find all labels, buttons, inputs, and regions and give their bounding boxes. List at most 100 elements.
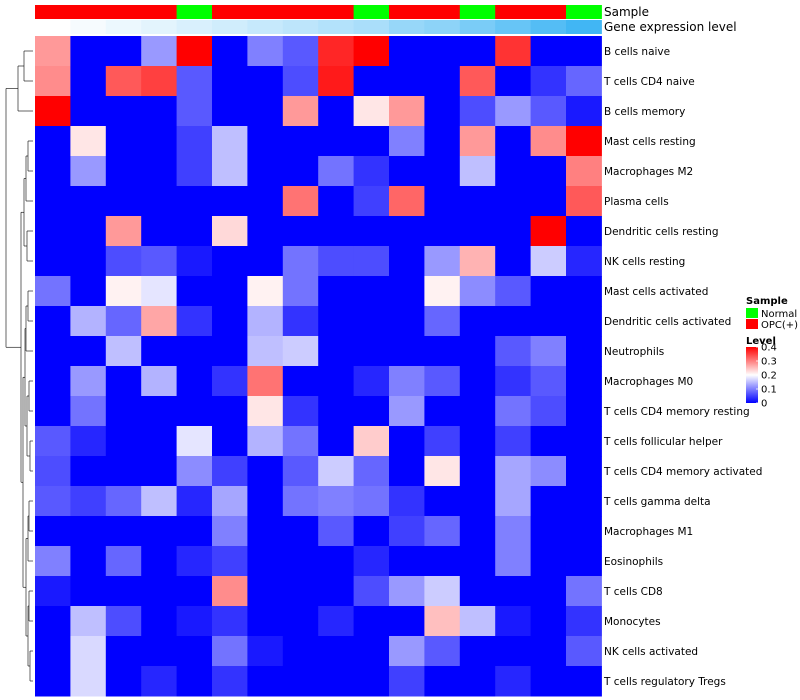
heatmap-cell: [70, 606, 107, 637]
sample-annotation-cell: [318, 5, 355, 19]
heatmap-cell: [459, 156, 496, 187]
heatmap-cell: [495, 306, 532, 337]
row-label: T cells CD8: [603, 586, 663, 598]
heatmap-cell: [105, 516, 142, 547]
heatmap-cell: [424, 306, 461, 337]
heatmap-cell: [530, 546, 567, 577]
heatmap-cell: [353, 306, 390, 337]
heatmap-cell: [566, 216, 602, 247]
heatmap-cell: [247, 666, 284, 697]
heatmap-cell: [105, 186, 142, 217]
heatmap-cell: [530, 636, 567, 667]
heatmap-cell: [212, 306, 248, 337]
heatmap-cell: [530, 246, 567, 277]
heatmap-cell: [141, 636, 178, 667]
heatmap-cell: [176, 366, 213, 397]
heatmap-cell: [70, 516, 107, 547]
heatmap-cell: [424, 426, 461, 457]
row-label: NK cells resting: [604, 256, 685, 268]
row-label: B cells memory: [604, 106, 685, 118]
heatmap-cell: [389, 36, 425, 67]
heatmap-cell: [389, 336, 425, 367]
heatmap-cell: [495, 576, 532, 607]
heatmap-cell: [495, 396, 532, 427]
heatmap-cell: [566, 576, 602, 607]
heatmap-cell: [353, 276, 390, 307]
heatmap-cell: [212, 216, 248, 247]
heatmap-cell: [424, 576, 461, 607]
heatmap-cell: [459, 456, 496, 487]
heatmap-cell: [495, 156, 532, 187]
heatmap-cell: [141, 96, 178, 127]
heatmap-cell: [247, 576, 284, 607]
heatmap-cell: [424, 186, 461, 217]
heatmap-cell: [212, 276, 248, 307]
heatmap-cell: [35, 546, 71, 577]
heatmap-cell: [176, 546, 213, 577]
heatmap-cell: [212, 606, 248, 637]
row-label: T cells gamma delta: [603, 496, 711, 508]
heatmap-cell: [141, 36, 178, 67]
heatmap-cell: [389, 486, 425, 517]
heatmap-cell: [176, 36, 213, 67]
heatmap-cell: [35, 36, 71, 67]
heatmap-cell: [566, 306, 602, 337]
heatmap-cell: [566, 156, 602, 187]
heatmap-cell: [459, 666, 496, 697]
heatmap-cell: [318, 486, 355, 517]
heatmap-cell: [318, 516, 355, 547]
heatmap-cell: [318, 546, 355, 577]
heatmap-cell: [566, 396, 602, 427]
heatmap-cell: [105, 366, 142, 397]
level-legend-title: Level: [746, 336, 776, 347]
heatmap-cell: [566, 486, 602, 517]
heatmap-cell: [424, 36, 461, 67]
heatmap-cell: [35, 96, 71, 127]
heatmap-cell: [318, 186, 355, 217]
heatmap-cell: [459, 36, 496, 67]
heatmap-cell: [212, 186, 248, 217]
level-legend: Level 0.4 0.3 0.2 0.1 0: [746, 336, 777, 410]
heatmap-cell: [530, 216, 567, 247]
heatmap-cell: [389, 96, 425, 127]
heatmap-cell: [530, 36, 567, 67]
heatmap-cell: [212, 426, 248, 457]
heatmap-cell: [353, 216, 390, 247]
heatmap-cell: [35, 396, 71, 427]
heatmap-cell: [566, 606, 602, 637]
heatmap-cell: [459, 126, 496, 157]
heatmap-cell: [318, 636, 355, 667]
heatmap-cell: [70, 576, 107, 607]
heatmap-cell: [212, 96, 248, 127]
heatmap-cell: [212, 36, 248, 67]
heatmap-cell: [70, 36, 107, 67]
heatmap-cell: [318, 66, 355, 97]
heatmap-cell: [566, 546, 602, 577]
sample-annotation-cell: [424, 5, 461, 19]
sample-annotation-cell: [530, 5, 567, 19]
heatmap-cell: [247, 306, 284, 337]
row-label: B cells naive: [604, 46, 670, 58]
heatmap-cell: [459, 276, 496, 307]
heatmap-cell: [176, 216, 213, 247]
heatmap-cell: [566, 246, 602, 277]
heatmap-cell: [247, 156, 284, 187]
heatmap-cell: [282, 426, 319, 457]
heatmap-cell: [212, 396, 248, 427]
heatmap-cell: [495, 516, 532, 547]
heatmap-cell: [141, 456, 178, 487]
heatmap-cell: [70, 156, 107, 187]
heatmap-cell: [424, 216, 461, 247]
heatmap-cell: [353, 666, 390, 697]
sample-annotation-cell: [495, 5, 532, 19]
heatmap-cell: [282, 156, 319, 187]
heatmap-cell: [424, 276, 461, 307]
heatmap-cell: [566, 36, 602, 67]
heatmap-cell: [35, 666, 71, 697]
heatmap-cell: [70, 636, 107, 667]
heatmap-cell: [530, 276, 567, 307]
heatmap-cell: [389, 666, 425, 697]
heatmap-cell: [282, 606, 319, 637]
heatmap-cell: [282, 66, 319, 97]
heatmap-cell: [424, 636, 461, 667]
